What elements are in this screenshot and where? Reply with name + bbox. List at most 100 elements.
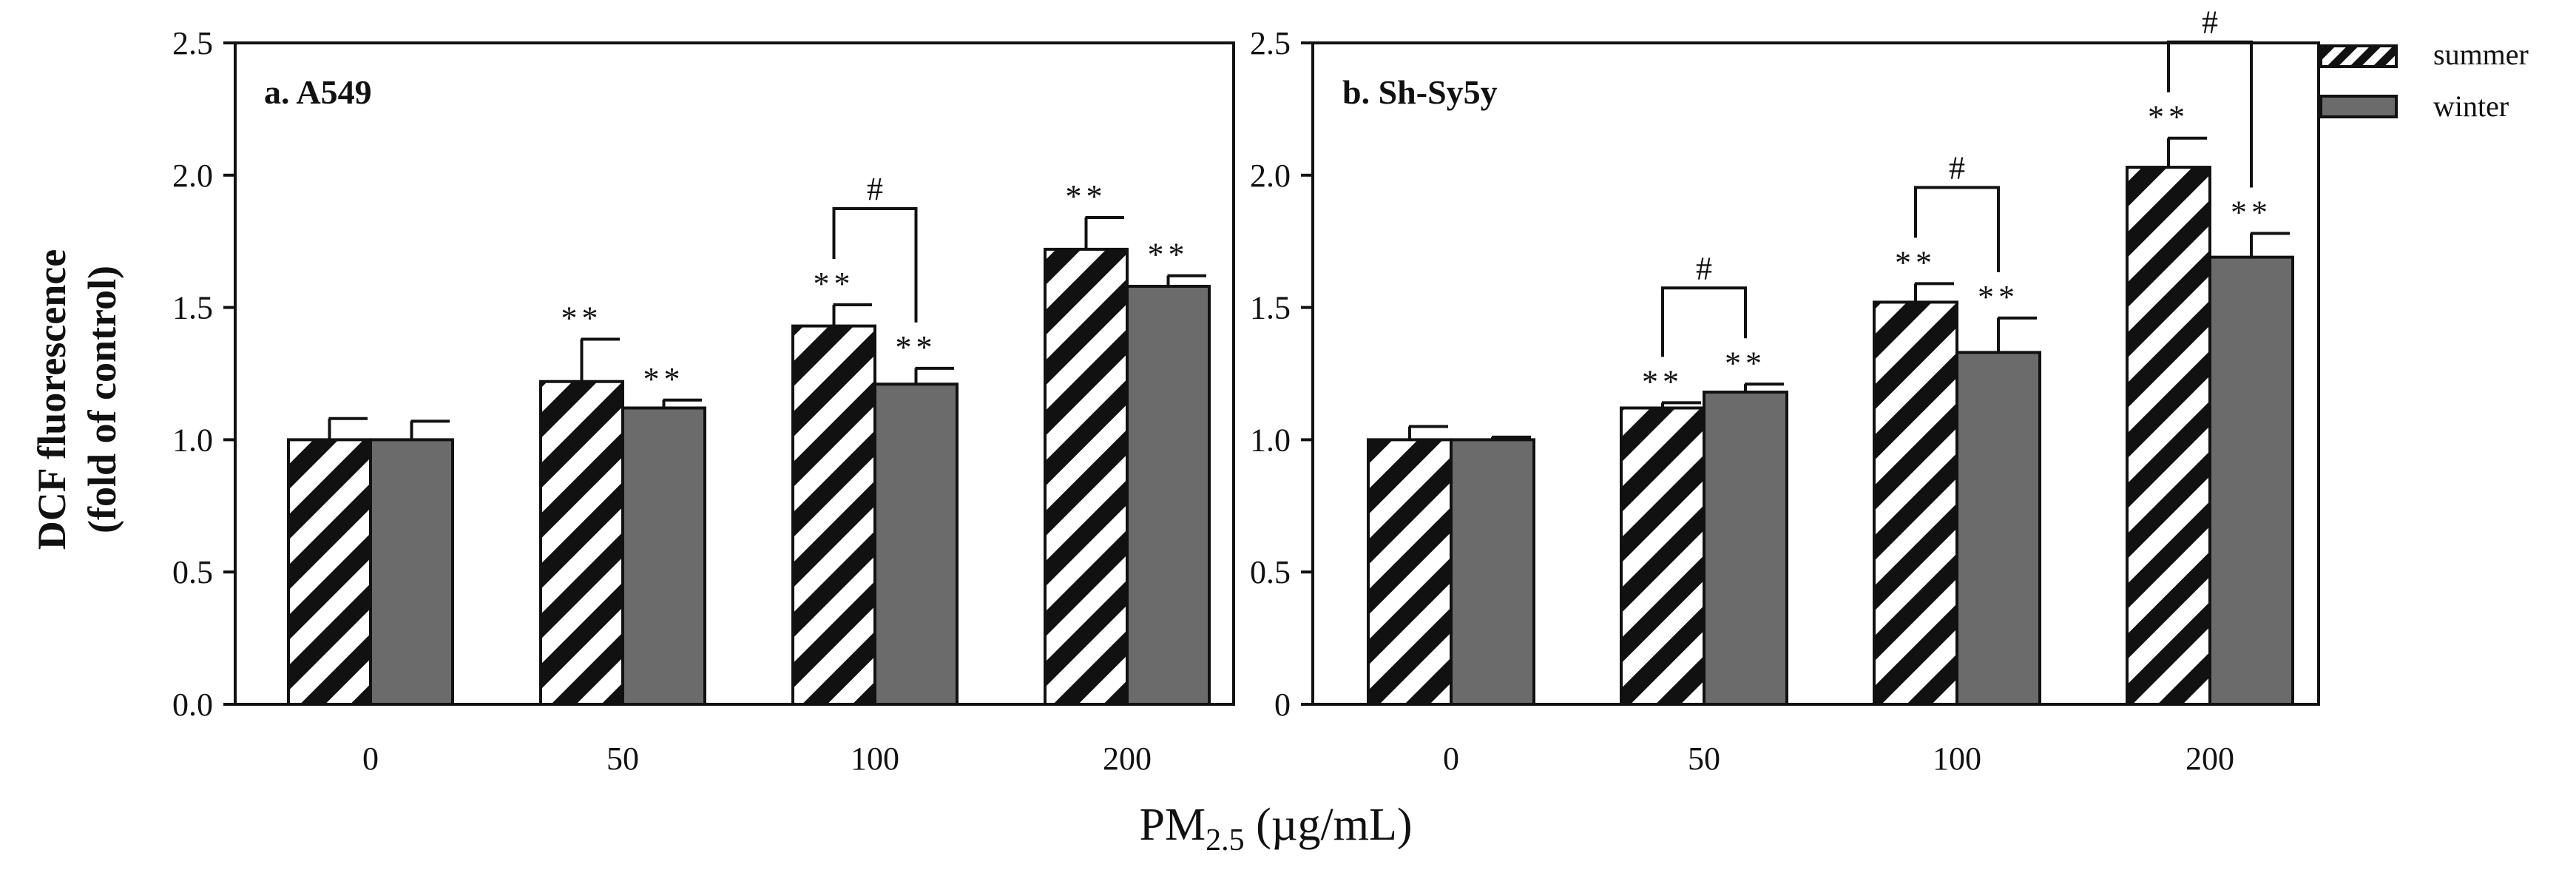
panel-a-significance-winter-100: ** bbox=[896, 329, 937, 365]
panel-b-x-tick-label-0: 0 bbox=[1443, 741, 1459, 777]
panel-b-axes bbox=[1311, 41, 2320, 706]
panel-a-axes bbox=[234, 41, 1235, 706]
panel-a-y-tick-label-2: 1.0 bbox=[172, 422, 213, 458]
panel-b-plot-frame bbox=[1311, 41, 2320, 706]
panel-b-bar-summer-100 bbox=[1873, 300, 1958, 706]
x-axis-label: PM2.5 (µg/mL) bbox=[1140, 800, 1413, 857]
panel-a-bar-summer-0 bbox=[287, 438, 372, 707]
panel-b-error-bar-winter-200 bbox=[2250, 232, 2290, 257]
panel-a-error-bar-winter-50 bbox=[662, 398, 702, 408]
panel-a-error-bar-summer-0 bbox=[328, 417, 368, 440]
panel-b-bars bbox=[1367, 166, 2294, 707]
panel-a-error-bar-summer-200 bbox=[1084, 216, 1124, 249]
panel-b-y-tick-label-3: 1.5 bbox=[1250, 290, 1291, 326]
panel-b-significance-winter-200: ** bbox=[2231, 194, 2272, 230]
panel-b-bracket-label-50: # bbox=[1696, 250, 1712, 286]
panel-b-bracket-50 bbox=[1661, 286, 1747, 357]
panel-a-y-tick-label-5: 2.5 bbox=[172, 25, 213, 61]
panel-a-x-tick-label-200: 200 bbox=[1103, 741, 1152, 777]
panel-a-y-tick-label-4: 2.0 bbox=[172, 158, 213, 194]
panel-b-x-ticks: 0 50 100 200 bbox=[1443, 741, 2234, 777]
panel-a-bracket-100 bbox=[832, 207, 918, 323]
panel-a-error-bars bbox=[328, 216, 1206, 440]
panel-b-bar-winter-100 bbox=[1955, 351, 2041, 706]
panel-b-bar-summer-200 bbox=[2126, 166, 2211, 706]
panel-b-error-bars bbox=[1408, 136, 2290, 440]
panel-b-bracket-100 bbox=[1914, 186, 2000, 272]
panel-b-significance-summer-100: ** bbox=[1895, 244, 1936, 280]
panel-a-error-bar-summer-100 bbox=[832, 303, 872, 326]
panel-a-bar-summer-50 bbox=[539, 380, 624, 707]
panel-b-error-bar-winter-50 bbox=[1744, 382, 1784, 393]
panel-b-error-bar-winter-100 bbox=[1997, 316, 2037, 353]
panel-b-significance-winter-50: ** bbox=[1725, 345, 1766, 381]
panel-a-error-bar-winter-0 bbox=[410, 419, 450, 440]
panel-b-error-bar-summer-100 bbox=[1914, 282, 1954, 303]
panel-b-title: b. Sh-Sy5y bbox=[1342, 73, 1498, 111]
panel-b-y-ticks: 0 0.5 1.0 1.5 2.0 2.5 bbox=[1250, 25, 1313, 723]
panel-b-y-tick-label-2: 1.0 bbox=[1250, 422, 1291, 458]
y-axis-label-line2: (fold of control) bbox=[80, 266, 124, 533]
legend-swatch-winter bbox=[2319, 95, 2398, 118]
panel-a-error-bar-winter-100 bbox=[914, 366, 954, 385]
legend-swatch-summer bbox=[2319, 44, 2398, 68]
panel-b-error-bar-summer-0 bbox=[1408, 425, 1448, 440]
panel-b-bracket-label-200: # bbox=[2202, 4, 2218, 41]
panel-a-y-tick-label-3: 1.5 bbox=[172, 290, 213, 326]
panel-b-significance-winter-100: ** bbox=[1978, 279, 2019, 315]
panel-a-error-bar-summer-50 bbox=[580, 337, 620, 382]
y-axis-label-line1: DCF fluorescence bbox=[30, 249, 74, 550]
panel-b-x-tick-label-100: 100 bbox=[1933, 741, 1981, 777]
panel-a-significance-summer-100: ** bbox=[814, 266, 855, 302]
panel-b-x-tick-label-200: 200 bbox=[2185, 741, 2234, 777]
panel-b-error-bar-summer-50 bbox=[1661, 401, 1701, 408]
panel-a-bracket-label-100: # bbox=[867, 171, 883, 207]
panel-b-x-tick-label-50: 50 bbox=[1688, 741, 1720, 777]
panel-a-y-ticks: 0.0 0.5 1.0 1.5 2.0 2.5 bbox=[172, 25, 235, 723]
panel-a-a549: ** ** ** ** ** ** # 0.0 0.5 1.0 1.5 2.0 2.5 0 50 100 2… bbox=[172, 25, 1235, 777]
legend-label-summer: summer bbox=[2433, 38, 2529, 71]
panel-b-y-tick-label-1: 0.5 bbox=[1250, 554, 1291, 590]
panel-b-bar-winter-200 bbox=[2208, 255, 2294, 706]
panel-a-x-ticks: 0 50 100 200 bbox=[362, 741, 1152, 777]
panel-a-significance-winter-200: ** bbox=[1148, 237, 1189, 273]
legend: summer winter bbox=[2319, 38, 2529, 123]
panel-a-significance-summer-200: ** bbox=[1066, 178, 1107, 215]
panel-a-bar-winter-100 bbox=[873, 382, 959, 707]
panel-b-significance-summer-50: ** bbox=[1642, 363, 1683, 399]
panel-a-significance-summer-50: ** bbox=[561, 300, 603, 337]
panel-b-significance: ** ** ** ** ** ** # # # bbox=[1642, 4, 2272, 400]
panel-b-y-tick-label-5: 2.5 bbox=[1250, 25, 1291, 61]
panel-b-significance-summer-200: ** bbox=[2148, 99, 2189, 135]
panel-b-bar-winter-50 bbox=[1703, 391, 1788, 706]
panel-a-bars bbox=[287, 247, 1211, 707]
panel-a-title: a. A549 bbox=[264, 73, 372, 111]
panel-a-y-tick-label-1: 0.5 bbox=[172, 554, 213, 590]
panel-a-bar-summer-100 bbox=[791, 324, 876, 706]
panel-a-error-bar-winter-200 bbox=[1166, 274, 1206, 286]
panel-b-sh-sy5y: ** ** ** ** ** ** # # # 0 0.5 1.0 1.5 2.0 2.5 0 50 100 2… bbox=[1250, 4, 2320, 777]
panel-b-y-tick-label-0: 0 bbox=[1274, 687, 1291, 723]
panel-b-bar-summer-50 bbox=[1620, 406, 1705, 706]
panel-a-bar-winter-50 bbox=[621, 406, 706, 706]
panel-b-error-bar-winter-0 bbox=[1491, 435, 1531, 440]
legend-label-winter: winter bbox=[2433, 90, 2509, 123]
panel-b-bracket-label-100: # bbox=[1949, 149, 1965, 186]
panel-a-bar-winter-200 bbox=[1126, 284, 1211, 706]
panel-b-bar-summer-0 bbox=[1367, 438, 1453, 707]
panel-a-plot-frame bbox=[234, 41, 1235, 706]
panel-a-y-tick-label-0: 0.0 bbox=[172, 687, 213, 723]
panel-a-significance: ** ** ** ** ** ** # bbox=[561, 171, 1189, 397]
panel-a-bar-summer-200 bbox=[1044, 247, 1129, 707]
x-axis-label-subscript: 2.5 bbox=[1206, 823, 1245, 857]
panel-a-significance-winter-50: ** bbox=[643, 361, 685, 397]
x-axis-label-base: PM bbox=[1140, 800, 1206, 850]
panel-a-x-tick-label-100: 100 bbox=[851, 741, 899, 777]
panel-a-x-tick-label-0: 0 bbox=[362, 741, 379, 777]
panel-b-error-bar-summer-200 bbox=[2167, 136, 2207, 168]
y-axis-label: DCF fluorescence (fold of control) bbox=[30, 249, 124, 550]
panel-b-y-tick-label-4: 2.0 bbox=[1250, 158, 1291, 194]
panel-b-bar-winter-0 bbox=[1450, 438, 1535, 707]
panel-a-bar-winter-0 bbox=[369, 438, 454, 707]
